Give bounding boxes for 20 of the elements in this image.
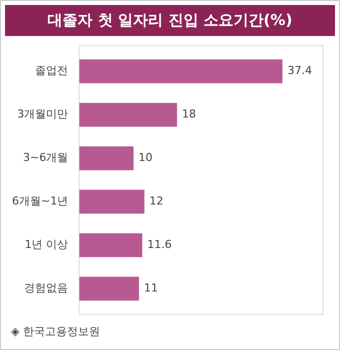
bar bbox=[79, 59, 282, 84]
chart-title: 대졸자 첫 일자리 진입 소요기간(%) bbox=[5, 5, 335, 36]
y-tick-label: 3개월미만 bbox=[17, 108, 68, 121]
bar bbox=[79, 102, 178, 127]
data-label: 37.4 bbox=[287, 64, 312, 78]
y-tick-label: 경험없음 bbox=[24, 282, 68, 295]
text: ◈ 한국고용정보원 bbox=[11, 324, 100, 339]
data-label: 11 bbox=[144, 282, 158, 295]
bar bbox=[79, 146, 134, 170]
data-label: 18 bbox=[182, 108, 196, 121]
bar bbox=[79, 233, 142, 258]
bar bbox=[79, 276, 139, 301]
bar bbox=[79, 190, 144, 214]
y-tick-label: 6개월~1년 bbox=[12, 194, 68, 208]
data-label: 10 bbox=[138, 151, 153, 164]
y-tick-label: 1년 이상 bbox=[24, 238, 68, 252]
data-label: 11.6 bbox=[147, 238, 172, 252]
y-tick-label: 3~6개월 bbox=[22, 151, 68, 164]
y-tick-label: 졸업전 bbox=[35, 64, 68, 78]
data-label: 12 bbox=[149, 194, 164, 208]
